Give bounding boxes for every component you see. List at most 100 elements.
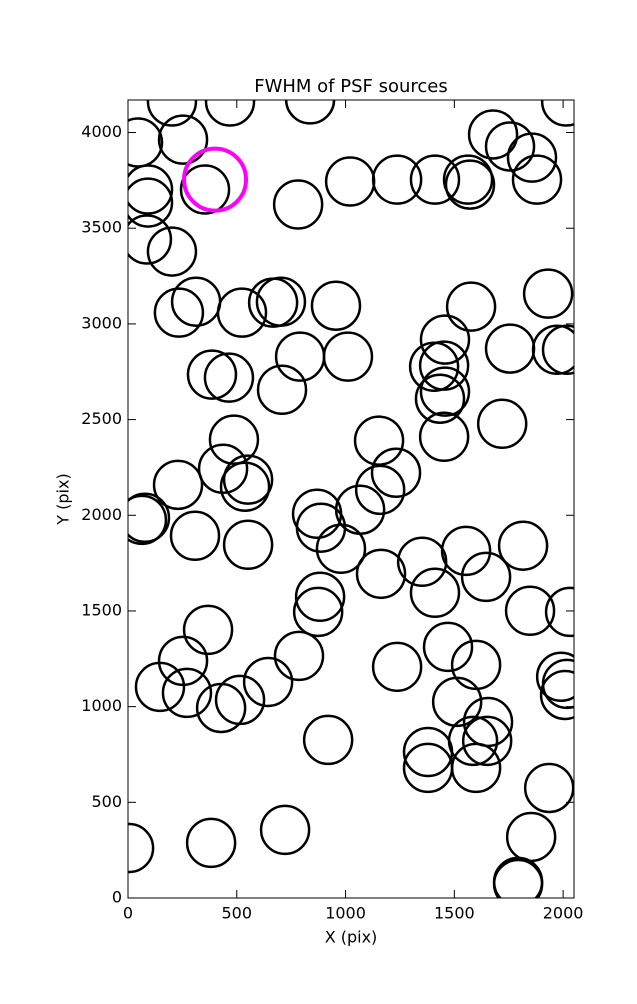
y-tick-label: 1000: [81, 696, 122, 715]
source-marker: [484, 323, 536, 374]
source-marker: [128, 822, 155, 874]
source-marker: [195, 682, 247, 734]
source-marker: [302, 714, 354, 766]
source-marker: [370, 447, 422, 499]
x-tick-label: 1000: [325, 904, 366, 923]
source-marker: [204, 100, 256, 127]
source-marker: [460, 551, 512, 603]
source-marker: [295, 502, 347, 553]
y-axis-label: Y (pix): [54, 473, 73, 525]
source-marker: [419, 314, 471, 365]
source-marker: [222, 454, 274, 505]
source-marker: [146, 226, 198, 277]
y-tick-label: 2000: [81, 505, 122, 524]
source-marker: [444, 159, 496, 210]
source-marker: [497, 520, 549, 571]
source-marker: [414, 373, 466, 424]
chart-title: FWHM of PSF sources: [254, 76, 448, 97]
source-marker: [523, 762, 574, 814]
source-marker: [256, 364, 308, 415]
x-tick-label: 0: [123, 904, 133, 923]
x-axis-label: X (pix): [325, 928, 378, 947]
y-tick-label: 2500: [81, 409, 122, 428]
axes-frame: [127, 99, 575, 899]
source-marker: [161, 667, 213, 719]
source-marker: [153, 287, 205, 338]
source-marker: [371, 154, 423, 205]
source-marker: [128, 164, 174, 215]
source-marker: [315, 523, 367, 575]
source-marker: [409, 567, 461, 619]
source-marker: [242, 656, 294, 708]
source-marker: [541, 324, 574, 375]
x-tick-label: 2000: [543, 904, 584, 923]
source-marker: [169, 510, 221, 561]
source-marker: [186, 349, 238, 400]
source-marker: [294, 571, 346, 623]
source-marker: [467, 109, 519, 160]
source-marker: [197, 443, 249, 495]
source-marker: [535, 651, 574, 703]
source-marker: [544, 586, 574, 638]
source-marker: [222, 519, 274, 570]
source-marker: [418, 411, 470, 463]
source-marker: [540, 100, 574, 127]
source-marker: [476, 398, 528, 450]
source-marker: [418, 340, 470, 391]
source-marker: [419, 366, 471, 417]
source-marker: [504, 585, 556, 637]
source-marker: [310, 280, 362, 331]
source-marker: [506, 132, 558, 183]
source-marker: [272, 179, 324, 230]
source-marker: [128, 494, 168, 546]
y-tick-label: 0: [112, 888, 122, 907]
source-marker: [522, 268, 574, 319]
source-marker: [128, 177, 174, 228]
x-tick-label: 1500: [434, 904, 475, 923]
source-marker: [450, 742, 502, 794]
source-marker: [371, 641, 423, 693]
source-marker: [322, 331, 374, 382]
source-marker: [273, 630, 325, 682]
source-marker: [442, 154, 494, 205]
source-marker: [354, 464, 406, 516]
y-tick-label: 1500: [81, 600, 122, 619]
source-marker: [461, 715, 513, 767]
source-marker: [216, 287, 268, 338]
source-marker: [255, 276, 307, 327]
source-marker: [179, 164, 231, 215]
source-marker: [182, 604, 234, 656]
source-marker: [484, 121, 536, 172]
source-marker: [203, 352, 255, 403]
source-marker: [152, 459, 204, 511]
source-marker: [128, 214, 173, 265]
source-marker: [208, 414, 260, 465]
source-marker: [128, 492, 171, 543]
source-marker: [157, 114, 209, 165]
y-tick-label: 3500: [81, 218, 122, 237]
source-marker: [284, 100, 336, 125]
y-tick-label: 500: [91, 792, 122, 811]
source-marker: [219, 461, 271, 513]
source-marker: [445, 281, 497, 332]
source-marker: [539, 669, 574, 721]
y-tick-label: 4000: [81, 122, 122, 141]
source-marker: [511, 154, 563, 205]
x-tick-label: 500: [222, 904, 253, 923]
source-marker: [396, 536, 448, 588]
source-marker: [185, 817, 237, 869]
source-marker: [409, 154, 461, 205]
source-marker: [402, 726, 454, 778]
y-tick-label: 3000: [81, 313, 122, 332]
source-marker: [492, 858, 544, 898]
source-marker: [134, 661, 186, 713]
plot-area: [128, 100, 574, 898]
source-marker: [146, 100, 198, 127]
source-marker: [431, 676, 483, 728]
source-marker: [422, 621, 474, 673]
source-marker: [292, 586, 344, 638]
source-marker: [259, 804, 311, 856]
source-marker: [355, 548, 407, 600]
